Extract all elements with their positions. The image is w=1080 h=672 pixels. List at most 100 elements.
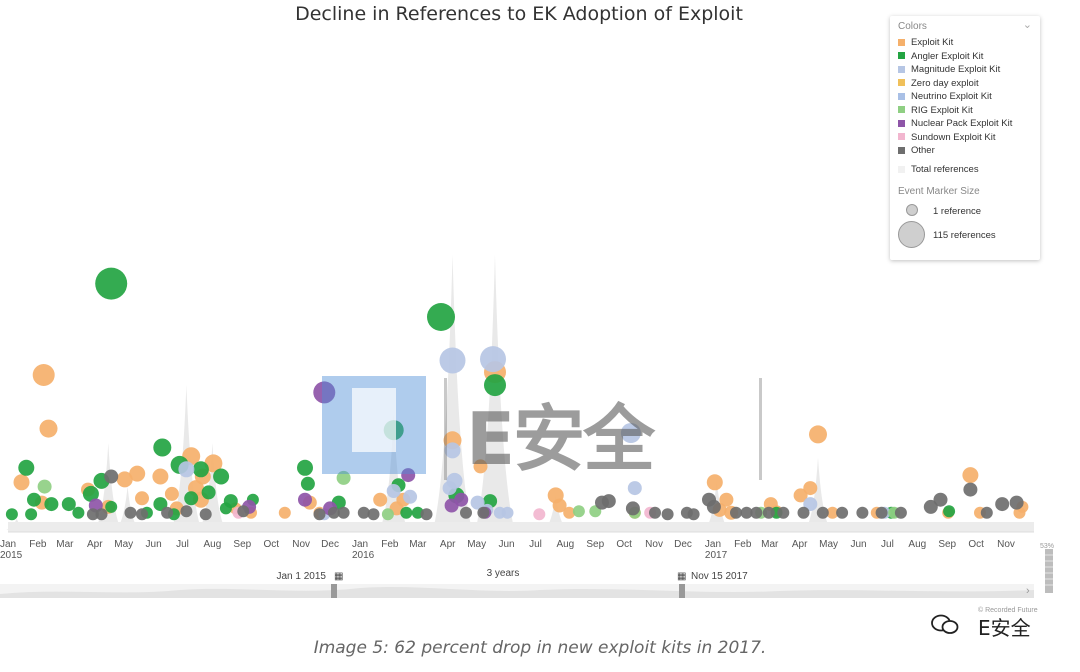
event-marker[interactable] xyxy=(923,499,938,514)
event-marker[interactable] xyxy=(327,506,340,519)
event-marker[interactable] xyxy=(5,508,18,521)
event-marker[interactable] xyxy=(213,468,230,485)
event-marker[interactable] xyxy=(793,488,808,503)
event-marker[interactable] xyxy=(563,506,576,519)
event-marker[interactable] xyxy=(627,481,642,496)
event-marker[interactable] xyxy=(116,471,133,488)
event-marker[interactable] xyxy=(894,506,907,519)
event-marker[interactable] xyxy=(420,508,433,521)
event-marker[interactable] xyxy=(337,506,350,519)
event-marker[interactable] xyxy=(460,506,472,519)
event-marker[interactable] xyxy=(192,461,209,478)
event-marker[interactable] xyxy=(297,459,313,476)
event-marker[interactable] xyxy=(933,492,948,507)
event-marker[interactable] xyxy=(980,506,993,519)
event-marker[interactable] xyxy=(184,491,199,506)
legend-item[interactable]: Neutrino Exploit Kit xyxy=(898,91,992,103)
event-marker[interactable] xyxy=(477,506,490,519)
event-marker[interactable] xyxy=(816,506,829,519)
event-marker[interactable] xyxy=(809,425,827,444)
event-marker[interactable] xyxy=(386,484,401,498)
legend-item[interactable]: RIG Exploit Kit xyxy=(898,105,973,117)
event-marker[interactable] xyxy=(750,506,763,519)
event-marker[interactable] xyxy=(373,492,388,507)
event-marker[interactable] xyxy=(995,497,1010,512)
event-marker[interactable] xyxy=(797,506,810,519)
event-marker[interactable] xyxy=(129,465,146,482)
event-marker[interactable] xyxy=(336,470,351,485)
chevron-right-icon[interactable]: › xyxy=(1026,585,1030,597)
event-marker[interactable] xyxy=(501,506,514,519)
event-marker[interactable] xyxy=(470,495,485,510)
event-marker[interactable] xyxy=(237,505,250,518)
event-marker[interactable] xyxy=(403,489,418,504)
event-marker[interactable] xyxy=(136,508,148,521)
event-marker[interactable] xyxy=(777,506,790,519)
event-marker[interactable] xyxy=(730,506,742,519)
event-marker[interactable] xyxy=(44,497,59,512)
event-marker[interactable] xyxy=(161,506,174,519)
event-marker[interactable] xyxy=(204,454,223,473)
event-marker[interactable] xyxy=(401,468,416,483)
event-marker[interactable] xyxy=(836,506,849,519)
calendar-icon[interactable]: ▦ xyxy=(334,571,343,582)
legend-item[interactable]: Angler Exploit Kit xyxy=(898,51,983,63)
event-marker[interactable] xyxy=(740,506,753,519)
event-marker[interactable] xyxy=(13,474,30,491)
event-marker[interactable] xyxy=(25,508,38,521)
legend-item[interactable]: Zero day exploit xyxy=(898,78,979,90)
event-marker[interactable] xyxy=(963,482,978,497)
event-marker[interactable] xyxy=(856,506,869,519)
event-marker[interactable] xyxy=(367,508,380,521)
event-marker[interactable] xyxy=(18,459,35,476)
event-marker[interactable] xyxy=(687,508,700,521)
event-marker[interactable] xyxy=(95,508,108,521)
event-marker[interactable] xyxy=(153,497,168,512)
event-marker[interactable] xyxy=(95,267,128,300)
event-marker[interactable] xyxy=(625,501,640,516)
event-marker[interactable] xyxy=(357,506,370,519)
event-marker[interactable] xyxy=(661,508,674,521)
event-marker[interactable] xyxy=(620,423,641,443)
range-end-handle[interactable] xyxy=(679,584,685,598)
event-marker[interactable] xyxy=(943,505,956,518)
event-marker[interactable] xyxy=(135,491,149,506)
event-marker[interactable] xyxy=(875,506,888,519)
event-marker[interactable] xyxy=(201,485,216,500)
legend-item[interactable]: Nuclear Pack Exploit Kit xyxy=(898,118,1012,130)
calendar-icon[interactable]: ▦ xyxy=(677,571,686,582)
event-marker[interactable] xyxy=(706,474,723,491)
event-marker[interactable] xyxy=(719,492,734,507)
event-marker[interactable] xyxy=(37,479,52,494)
event-marker[interactable] xyxy=(164,486,179,501)
event-marker[interactable] xyxy=(32,364,55,386)
legend-total-references[interactable]: Total references xyxy=(898,164,979,175)
event-marker[interactable] xyxy=(962,467,979,484)
vertical-scale-bar[interactable] xyxy=(1043,545,1055,595)
event-marker[interactable] xyxy=(803,497,818,512)
event-marker[interactable] xyxy=(427,303,455,331)
event-marker[interactable] xyxy=(484,374,506,397)
event-marker[interactable] xyxy=(762,506,775,519)
event-marker[interactable] xyxy=(533,508,546,521)
chevron-down-icon[interactable]: ⌄ xyxy=(1022,19,1032,31)
event-marker[interactable] xyxy=(381,508,394,521)
event-marker[interactable] xyxy=(442,481,457,496)
event-marker[interactable] xyxy=(152,468,169,485)
event-marker[interactable] xyxy=(178,461,195,478)
event-marker[interactable] xyxy=(313,508,326,521)
event-marker[interactable] xyxy=(1009,495,1024,510)
event-marker[interactable] xyxy=(572,505,585,518)
event-marker[interactable] xyxy=(706,499,721,514)
event-marker[interactable] xyxy=(278,506,291,519)
event-marker[interactable] xyxy=(153,438,172,457)
event-marker[interactable] xyxy=(826,506,839,519)
event-marker[interactable] xyxy=(473,459,488,474)
event-marker[interactable] xyxy=(649,506,661,519)
event-marker[interactable] xyxy=(444,442,461,459)
legend-item[interactable]: Exploit Kit xyxy=(898,37,953,49)
event-marker[interactable] xyxy=(313,381,336,404)
event-marker[interactable] xyxy=(454,492,469,507)
event-marker[interactable] xyxy=(61,497,76,512)
legend-item[interactable]: Other xyxy=(898,145,935,157)
